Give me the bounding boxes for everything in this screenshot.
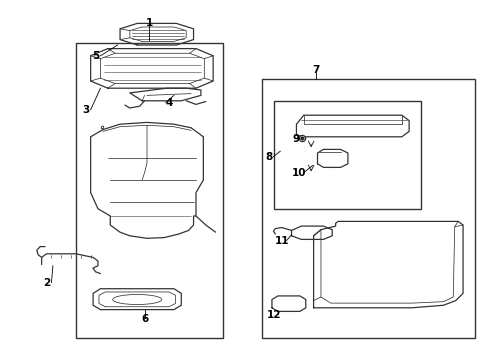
Text: 4: 4: [165, 98, 173, 108]
Bar: [262, 79, 475, 338]
Text: 9: 9: [293, 134, 300, 144]
Text: 10: 10: [292, 168, 306, 178]
Bar: [274, 101, 421, 209]
Text: 8: 8: [265, 152, 272, 162]
Text: 6: 6: [141, 314, 148, 324]
Text: 5: 5: [92, 51, 99, 61]
Text: 1: 1: [146, 18, 153, 28]
Text: 12: 12: [267, 310, 282, 320]
Text: 3: 3: [82, 105, 89, 115]
Text: 7: 7: [312, 65, 320, 75]
Bar: [76, 43, 223, 338]
Text: 11: 11: [274, 236, 289, 246]
Text: 2: 2: [43, 278, 50, 288]
